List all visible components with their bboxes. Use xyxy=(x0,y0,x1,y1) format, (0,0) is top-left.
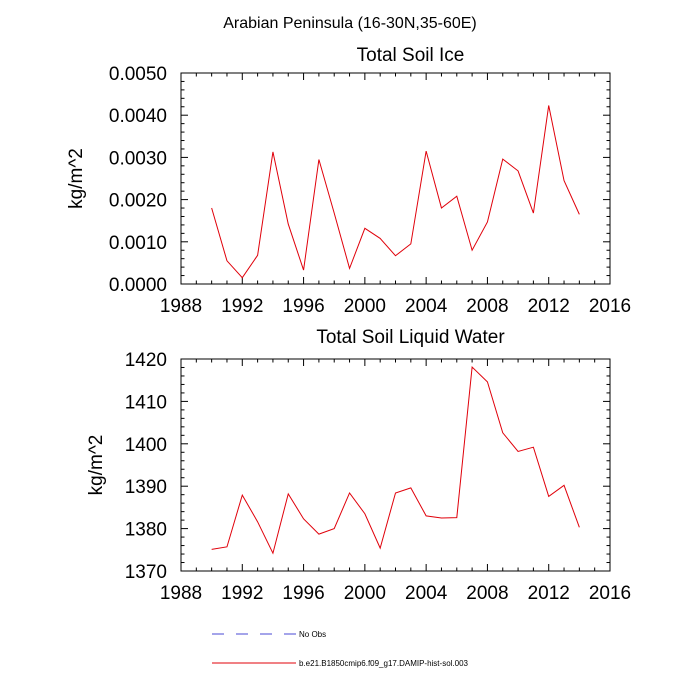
x-tick-label: 1996 xyxy=(282,583,324,604)
x-tick-label: 1992 xyxy=(221,583,263,604)
x-tick-label: 1996 xyxy=(282,296,324,317)
x-tick-label: 1992 xyxy=(221,296,263,317)
legend: No Obs b.e21.B1850cmip6.f09_g17.DAMIP-hi… xyxy=(212,630,469,668)
y-tick-label: 1400 xyxy=(125,435,167,456)
y-axis-label: kg/m^2 xyxy=(66,148,87,209)
x-tick-label: 2008 xyxy=(466,296,508,317)
x-tick-label: 2012 xyxy=(528,296,570,317)
x-tick-label: 2008 xyxy=(466,583,508,604)
panel-total-soil-liquid-water: Total Soil Liquid Water 1988 1992 1996 2000 2… xyxy=(86,327,631,604)
x-tick-label: 2016 xyxy=(589,296,631,317)
y-tick-label: 0.0000 xyxy=(109,275,167,296)
x-tick-label: 1988 xyxy=(160,296,202,317)
x-tick-label: 2000 xyxy=(344,583,386,604)
panel-title: Total Soil Liquid Water xyxy=(316,327,505,348)
y-tick-label: 1420 xyxy=(125,350,167,371)
panel-title: Total Soil Ice xyxy=(357,45,465,66)
legend-no-obs-label: No Obs xyxy=(299,630,326,639)
x-tick-label: 1988 xyxy=(160,583,202,604)
x-tick-label: 2012 xyxy=(528,583,570,604)
series-line-model xyxy=(211,105,580,279)
plot-frame xyxy=(180,72,611,285)
x-tick-label: 2004 xyxy=(405,583,448,604)
y-tick-label: 1370 xyxy=(125,562,167,583)
y-tick-label: 1380 xyxy=(125,520,167,541)
y-tick-label: 0.0010 xyxy=(109,233,167,254)
y-tick-label: 0.0050 xyxy=(109,64,167,85)
plot-frame xyxy=(180,358,611,572)
x-tick-label: 2016 xyxy=(589,583,631,604)
figure-suptitle: Arabian Peninsula (16-30N,35-60E) xyxy=(223,15,476,32)
y-tick-label: 1390 xyxy=(125,477,167,498)
x-tick-label: 2004 xyxy=(405,296,448,317)
y-tick-label: 0.0030 xyxy=(109,148,167,169)
x-tick-label: 2000 xyxy=(344,296,386,317)
panel-total-soil-ice: Total Soil Ice 1988 1992 1996 2000 2004 2008 20… xyxy=(66,45,631,317)
y-axis-label: kg/m^2 xyxy=(86,435,107,496)
y-tick-label: 0.0040 xyxy=(109,106,167,127)
series-line-model xyxy=(211,365,580,555)
y-tick-label: 0.0020 xyxy=(109,191,167,212)
legend-model-label: b.e21.B1850cmip6.f09_g17.DAMIP-hist-sol.… xyxy=(299,659,469,668)
y-tick-label: 1410 xyxy=(125,392,167,413)
